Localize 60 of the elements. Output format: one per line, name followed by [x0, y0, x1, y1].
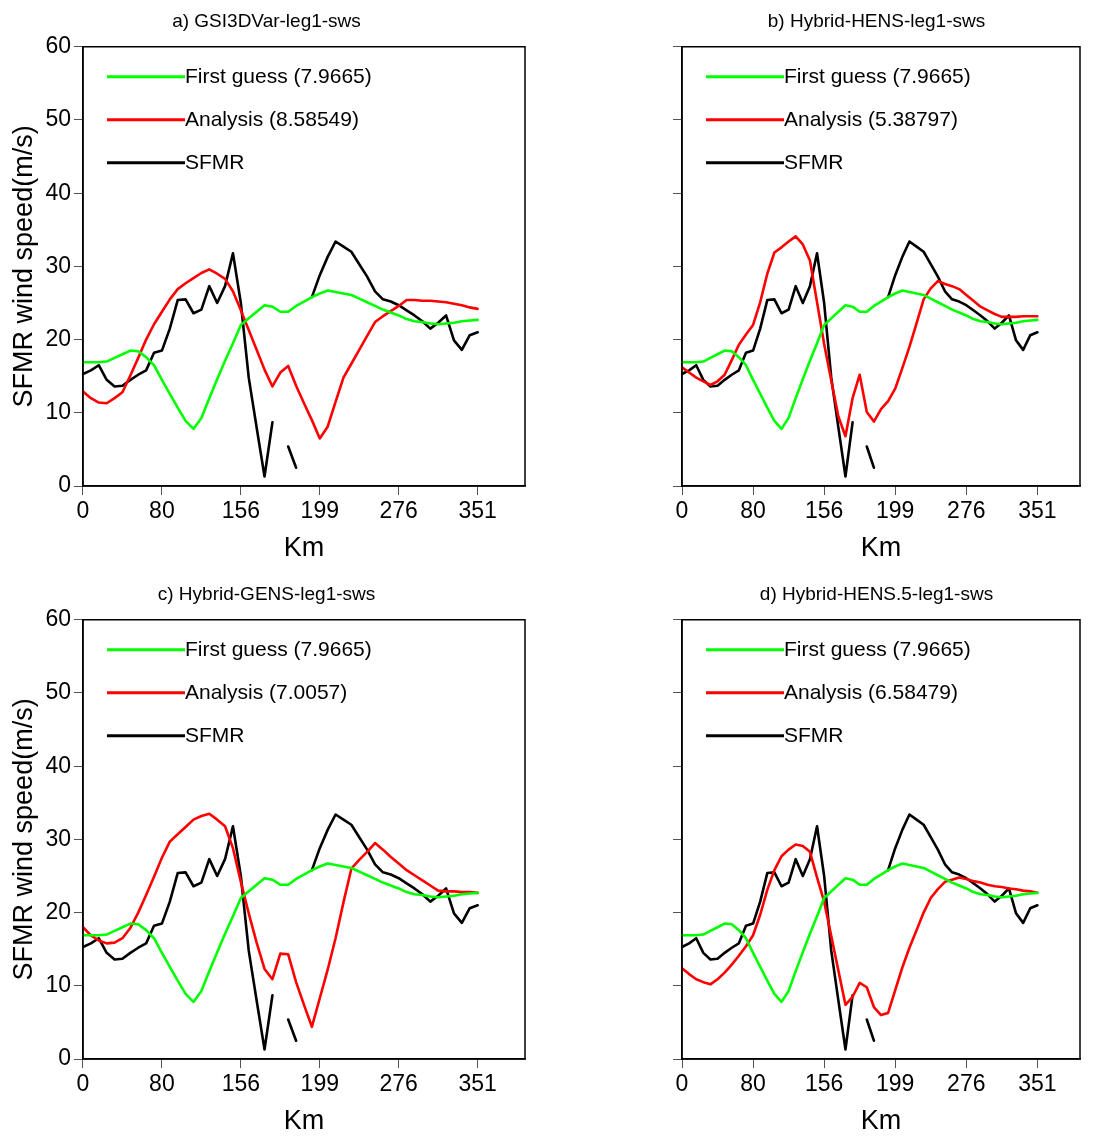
y-tick-label: 40	[45, 178, 71, 205]
x-tick-label: 351	[1018, 1070, 1057, 1097]
y-tick-label: 60	[45, 605, 71, 632]
x-tick-label: 0	[675, 497, 689, 524]
x-tick-label: 156	[804, 1070, 844, 1097]
x-axis-title: Km	[860, 532, 902, 563]
x-tick-label: 276	[379, 497, 418, 524]
x-tick-label: 0	[76, 497, 90, 524]
y-tick-label: 60	[45, 32, 71, 59]
x-tick-label: 199	[300, 497, 339, 524]
x-axis-title: Km	[283, 1105, 325, 1136]
x-tick-label: 156	[221, 1070, 261, 1097]
x-tick-label: 199	[876, 1070, 915, 1097]
x-tick-label: 156	[221, 497, 261, 524]
legend-label: First guess (7.9665)	[784, 636, 971, 660]
legend-label: Analysis (5.38797)	[784, 106, 958, 130]
legend-label: SFMR	[184, 149, 245, 173]
legend-label: First guess (7.9665)	[184, 63, 372, 87]
y-tick-label: 0	[58, 1044, 71, 1071]
y-axis-title: SFMR wind speed(m/s)	[7, 698, 38, 981]
y-tick-label: 40	[45, 751, 71, 778]
y-tick-label: 20	[45, 324, 71, 351]
y-tick-label: 10	[45, 971, 71, 998]
chart-title: b) Hybrid-HENS-leg1-sws	[767, 9, 986, 31]
x-tick-label: 199	[300, 1070, 339, 1097]
legend-label: SFMR	[784, 149, 844, 173]
y-tick-label: 30	[45, 824, 71, 851]
legend-label: SFMR	[184, 722, 245, 746]
legend-label: SFMR	[784, 722, 844, 746]
chart-title: c) Hybrid-GENS-leg1-sws	[157, 582, 376, 604]
y-tick-label: 30	[45, 251, 71, 278]
y-tick-label: 0	[58, 471, 71, 498]
x-tick-label: 0	[76, 1070, 90, 1097]
y-tick-label: 50	[45, 105, 71, 132]
x-tick-label: 156	[804, 497, 844, 524]
x-tick-label: 276	[947, 497, 986, 524]
x-tick-label: 80	[740, 1070, 766, 1097]
x-axis-title: Km	[860, 1105, 902, 1136]
x-tick-label: 80	[149, 497, 175, 524]
x-tick-label: 351	[458, 497, 497, 524]
x-tick-label: 80	[149, 1070, 175, 1097]
y-tick-label: 20	[45, 897, 71, 924]
chart-title: a) GSI3DVar-leg1-sws	[172, 9, 361, 31]
legend-label: Analysis (8.58549)	[184, 106, 359, 130]
y-tick-label: 10	[45, 398, 71, 425]
x-tick-label: 199	[876, 497, 915, 524]
x-axis-title: Km	[283, 532, 325, 563]
x-tick-label: 276	[379, 1070, 418, 1097]
x-tick-label: 351	[1018, 497, 1057, 524]
y-tick-label: 50	[45, 678, 71, 705]
x-tick-label: 80	[740, 497, 766, 524]
legend-label: First guess (7.9665)	[784, 63, 971, 87]
legend-label: First guess (7.9665)	[184, 636, 372, 660]
x-tick-label: 351	[458, 1070, 497, 1097]
x-tick-label: 0	[675, 1070, 689, 1097]
chart-title: d) Hybrid-HENS.5-leg1-sws	[759, 582, 994, 604]
legend-label: Analysis (6.58479)	[784, 679, 958, 703]
x-tick-label: 276	[947, 1070, 986, 1097]
legend-label: Analysis (7.0057)	[184, 679, 348, 703]
y-axis-title: SFMR wind speed(m/s)	[7, 125, 38, 408]
